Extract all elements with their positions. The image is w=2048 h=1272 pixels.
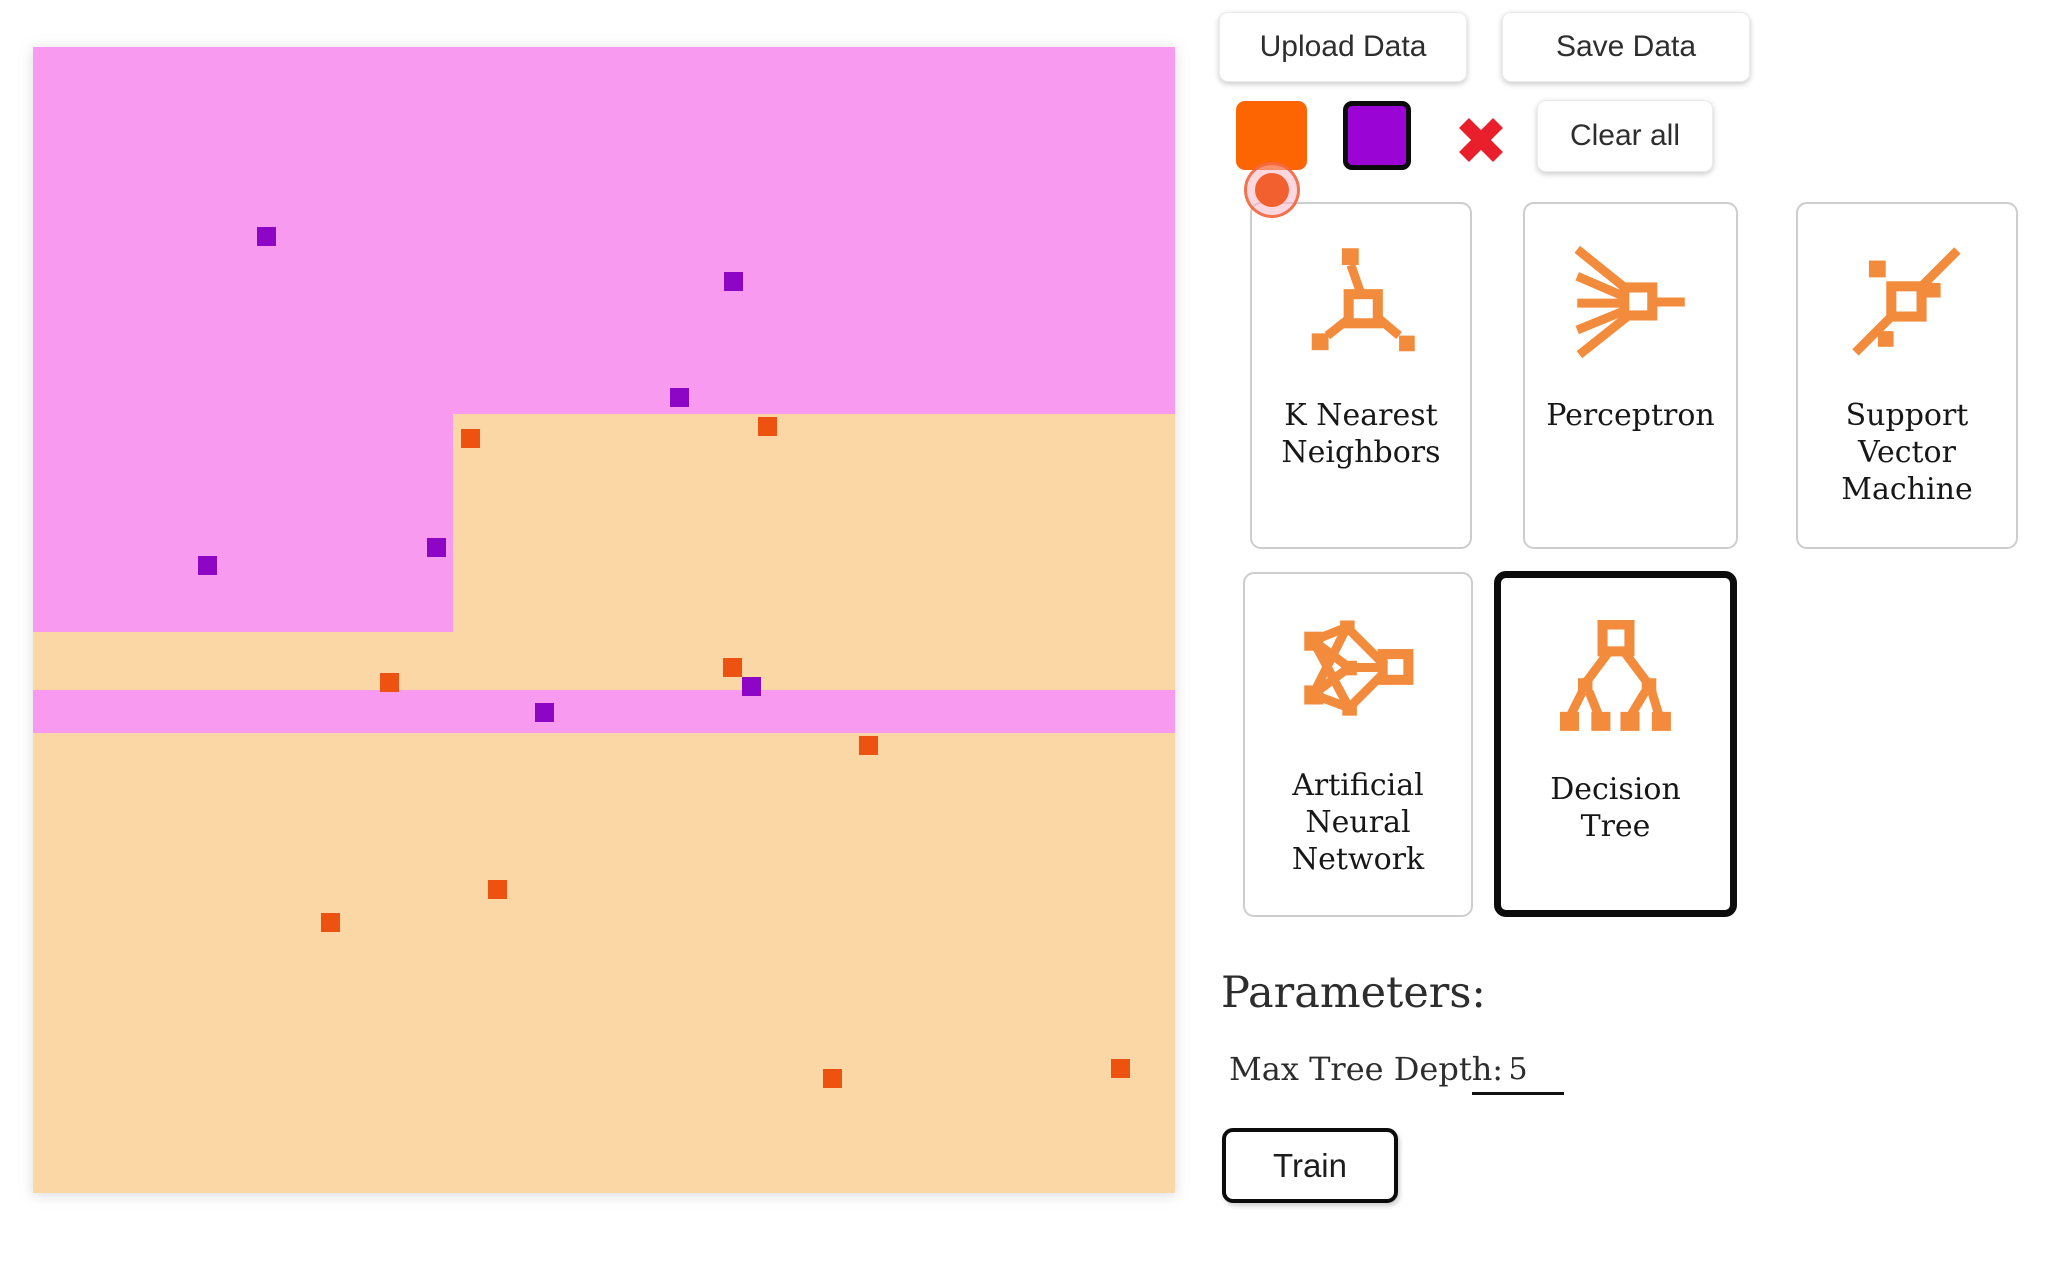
data-canvas[interactable]	[33, 47, 1175, 1193]
data-point-orange	[859, 736, 878, 755]
data-point-orange	[380, 673, 399, 692]
max-tree-depth-input[interactable]	[1472, 1046, 1564, 1095]
algorithm-label: Artificial Neural Network	[1291, 768, 1425, 877]
data-point-purple	[535, 703, 554, 722]
knn-icon	[1311, 248, 1415, 352]
svm-icon	[1852, 247, 1961, 356]
algorithm-card-perceptron[interactable]: Perceptron	[1523, 202, 1738, 549]
algorithm-label: Support Vector Machine	[1841, 398, 1973, 507]
algorithm-card-ann[interactable]: Artificial Neural Network	[1243, 572, 1473, 917]
data-point-orange	[723, 658, 742, 677]
algorithm-card-knn[interactable]: K Nearest Neighbors	[1250, 202, 1472, 549]
algorithm-card-decision-tree[interactable]: Decision Tree	[1494, 571, 1737, 917]
brush-cursor-dot	[1255, 173, 1289, 207]
decision-tree-icon	[1559, 620, 1671, 731]
data-point-orange	[1111, 1059, 1130, 1078]
brush-cursor-indicator	[1244, 162, 1300, 218]
parameters-heading: Parameters:	[1221, 968, 1486, 1018]
save-data-button[interactable]: Save Data	[1502, 12, 1750, 82]
region-class-purple-stripe	[33, 690, 1175, 733]
upload-data-button[interactable]: Upload Data	[1219, 12, 1467, 82]
algorithm-label: Perceptron	[1546, 398, 1715, 433]
purple-class-swatch[interactable]	[1343, 101, 1411, 170]
data-point-purple	[198, 556, 217, 575]
data-point-orange	[321, 913, 340, 932]
data-point-orange	[823, 1069, 842, 1088]
data-point-orange	[758, 417, 777, 436]
region-class-purple-left	[33, 47, 453, 632]
perceptron-icon	[1574, 246, 1685, 358]
algorithm-card-svm[interactable]: Support Vector Machine	[1796, 202, 2018, 549]
ann-icon	[1304, 620, 1414, 716]
delete-points-icon[interactable]	[1457, 116, 1505, 164]
data-point-purple	[427, 538, 446, 557]
data-point-orange	[488, 880, 507, 899]
data-point-purple	[670, 388, 689, 407]
data-point-purple	[742, 677, 761, 696]
orange-class-swatch[interactable]	[1236, 101, 1307, 170]
data-point-purple	[257, 227, 276, 246]
clear-all-button[interactable]: Clear all	[1537, 100, 1713, 172]
max-tree-depth-label: Max Tree Depth:	[1229, 1050, 1504, 1088]
algorithm-label: Decision Tree	[1550, 772, 1681, 844]
data-point-orange	[461, 429, 480, 448]
data-point-purple	[724, 272, 743, 291]
train-button[interactable]: Train	[1222, 1128, 1398, 1203]
algorithm-label: K Nearest Neighbors	[1281, 398, 1441, 470]
